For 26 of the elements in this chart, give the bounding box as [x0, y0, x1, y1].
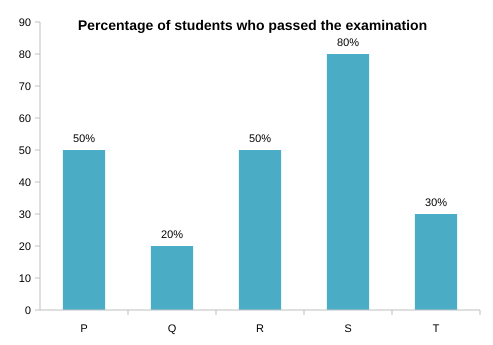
y-tick-label: 20 [18, 240, 31, 253]
bar [150, 246, 194, 310]
bar [238, 150, 282, 310]
y-tick-label: 10 [18, 272, 31, 285]
chart-title: Percentage of students who passed the examination [78, 17, 428, 33]
data-label: 50% [248, 133, 272, 145]
bar [326, 54, 370, 310]
y-tick-label: 50 [18, 144, 31, 157]
data-label: 30% [424, 197, 448, 209]
x-tick-label: T [432, 323, 440, 335]
y-tick-label: 60 [18, 112, 31, 125]
y-tick-label: 0 [24, 304, 31, 317]
y-tick-label: 40 [18, 176, 31, 189]
data-label: 20% [160, 229, 184, 241]
data-label: 50% [72, 133, 96, 145]
y-tick-label: 70 [18, 80, 31, 93]
x-tick-label: R [256, 323, 264, 335]
bar [414, 214, 458, 310]
y-tick-label: 30 [18, 208, 31, 221]
data-label: 80% [336, 37, 360, 49]
bar [62, 150, 106, 310]
y-tick-label: 80 [18, 48, 31, 61]
x-tick-label: Q [168, 323, 177, 335]
y-tick-label: 90 [18, 16, 31, 29]
x-tick-label: P [80, 323, 88, 335]
x-tick-label: S [344, 323, 352, 335]
